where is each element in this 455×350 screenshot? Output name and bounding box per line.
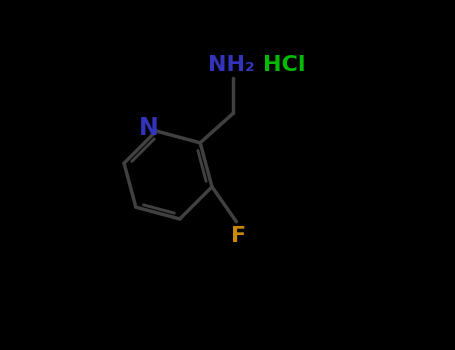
- Text: NH₂: NH₂: [208, 55, 255, 75]
- Text: HCl: HCl: [263, 55, 306, 75]
- Text: N: N: [139, 116, 158, 140]
- Text: F: F: [231, 226, 246, 246]
